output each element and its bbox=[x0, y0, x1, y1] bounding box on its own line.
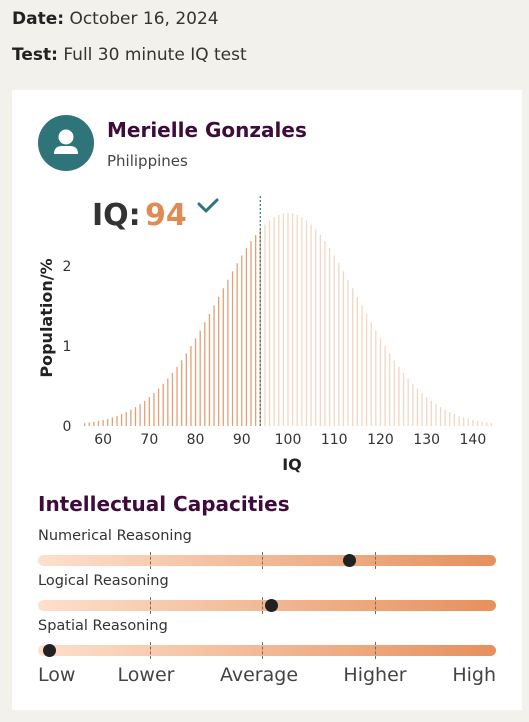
scale-label: Low bbox=[38, 664, 76, 686]
capacity-tick bbox=[262, 597, 264, 614]
date-label: Date: bbox=[12, 9, 65, 29]
y-tick-label: 1 bbox=[63, 339, 72, 355]
result-card: Merielle Gonzales Philippines 60 70 80 90 10… bbox=[12, 90, 522, 710]
capacity-tick bbox=[262, 552, 264, 569]
y-axis-label: Population/% bbox=[37, 258, 56, 377]
capacity-label: Spatial Reasoning bbox=[38, 618, 168, 634]
capacity-tick bbox=[262, 642, 264, 659]
avatar bbox=[38, 115, 94, 171]
capacities-title: Intellectual Capacities bbox=[38, 492, 290, 516]
x-tick-label: 140 bbox=[460, 432, 487, 448]
scale-label: High bbox=[452, 664, 496, 686]
capacity-marker bbox=[342, 554, 356, 567]
x-axis-label: IQ bbox=[282, 455, 302, 474]
capacity-label: Logical Reasoning bbox=[38, 573, 169, 589]
test-label: Test: bbox=[12, 45, 58, 65]
x-tick-label: 130 bbox=[413, 432, 440, 448]
date-value: October 16, 2024 bbox=[69, 9, 219, 29]
capacity-tick bbox=[374, 552, 376, 569]
x-tick-label: 120 bbox=[367, 432, 394, 448]
scale-label: Higher bbox=[343, 664, 407, 686]
scale-label: Average bbox=[219, 664, 299, 686]
capacity-bar bbox=[38, 552, 496, 569]
capacity-bar bbox=[38, 642, 496, 659]
x-tick-label: 110 bbox=[321, 432, 348, 448]
x-tick-label: 60 bbox=[94, 432, 112, 448]
capacity-tick bbox=[150, 642, 152, 659]
x-tick-label: 70 bbox=[140, 432, 158, 448]
y-tick-label: 0 bbox=[63, 419, 72, 435]
user-icon bbox=[54, 129, 78, 154]
user-country: Philippines bbox=[107, 152, 188, 170]
x-tick-label: 90 bbox=[233, 432, 251, 448]
capacity-label: Numerical Reasoning bbox=[38, 528, 192, 544]
test-date: Date: October 16, 2024 bbox=[12, 9, 219, 29]
x-tick-label: 80 bbox=[187, 432, 205, 448]
capacity-tick bbox=[150, 552, 152, 569]
iq-label: IQ: bbox=[92, 198, 141, 233]
x-tick-label: 100 bbox=[275, 432, 302, 448]
capacity-bar bbox=[38, 597, 496, 614]
capacity-tick bbox=[374, 597, 376, 614]
user-name: Merielle Gonzales bbox=[107, 118, 307, 142]
capacity-marker bbox=[265, 599, 279, 612]
iq-distribution-chart: 60 70 80 90 100 110 120 130 140 0 1 2 IQ Population/% bbox=[37, 196, 493, 474]
check-icon bbox=[197, 198, 219, 213]
iq-value: 94 bbox=[145, 198, 187, 233]
test-value: Full 30 minute IQ test bbox=[63, 45, 247, 65]
scale-label: Lower bbox=[117, 664, 175, 686]
capacity-tick bbox=[374, 642, 376, 659]
capacity-tick bbox=[150, 597, 152, 614]
capacity-marker bbox=[42, 644, 56, 657]
test-type: Test: Full 30 minute IQ test bbox=[12, 45, 247, 65]
y-tick-label: 2 bbox=[63, 259, 72, 275]
